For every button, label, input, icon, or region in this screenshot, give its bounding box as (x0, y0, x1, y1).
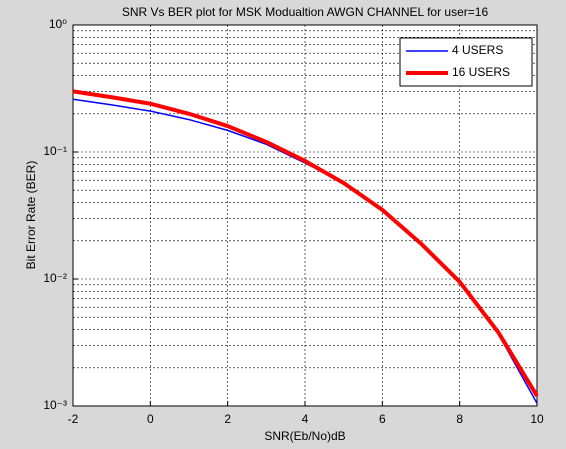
y-tick-label: 10⁻² (43, 271, 67, 285)
series-line (72, 89, 539, 397)
y-tick-label: 10⁻¹ (43, 144, 67, 158)
y-tick-label: 10⁰ (49, 17, 67, 31)
x-tick-label: 8 (456, 412, 463, 426)
x-tick-label: 4 (302, 412, 309, 426)
y-axis-label: Bit Error Rate (BER) (24, 161, 38, 270)
y-tick-label: 10⁻³ (43, 398, 67, 412)
x-tick-label: -2 (68, 412, 79, 426)
x-tick-label: 6 (379, 412, 386, 426)
x-axis-label: SNR(Eb/No)dB (264, 429, 345, 443)
legend-box (399, 37, 533, 87)
legend-label: 4 USERS (452, 43, 503, 57)
x-tick-label: 2 (224, 412, 231, 426)
x-tick-label: 0 (147, 412, 154, 426)
legend-label: 16 USERS (452, 65, 510, 79)
chart-title: SNR Vs BER plot for MSK Modualtion AWGN … (122, 5, 489, 19)
x-tick-label: 10 (530, 412, 544, 426)
